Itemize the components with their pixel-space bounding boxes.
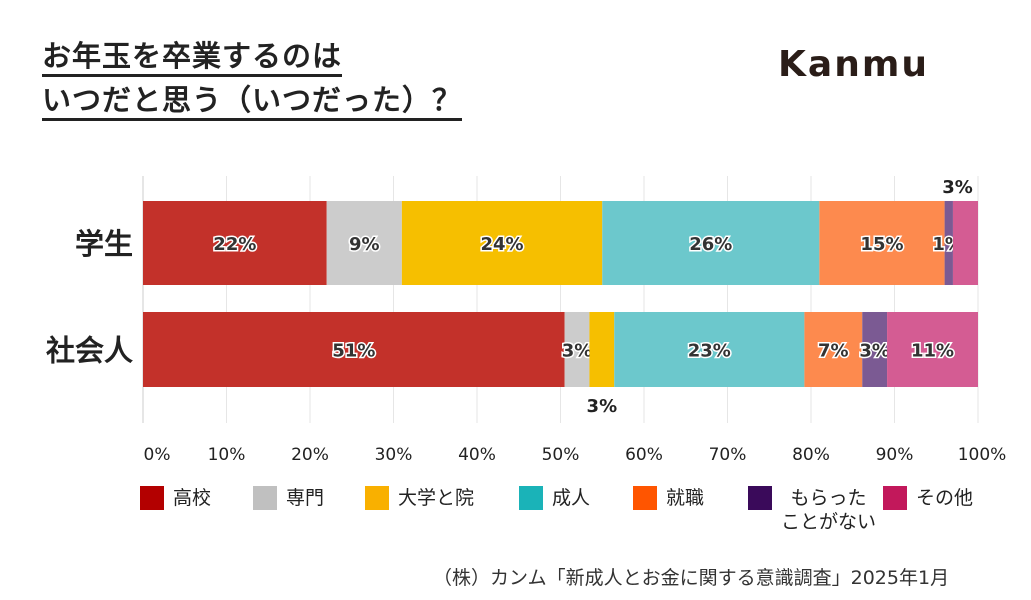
chart-title-line-2: いつだと思う（いつだった）？ <box>42 82 463 121</box>
data-label: 3% <box>942 177 973 198</box>
chart-title-line-1: お年玉を卒業するのは <box>42 38 343 77</box>
x-tick-label: 20% <box>291 445 329 465</box>
bar-segment <box>143 201 327 285</box>
data-label: 3% <box>562 341 593 362</box>
legend-label: 高校 <box>173 487 212 509</box>
legend-label: 専門 <box>286 487 325 509</box>
data-label: 24% <box>481 234 524 255</box>
bar-segment <box>589 312 615 387</box>
data-label: 15% <box>860 234 903 255</box>
bar-segment <box>614 312 805 387</box>
legend-swatch <box>253 486 277 510</box>
data-label: 23% <box>688 341 731 362</box>
x-tick-label: 40% <box>458 445 496 465</box>
legend-item: 専門 <box>253 486 324 510</box>
legend-swatch <box>883 486 907 510</box>
x-tick-label: 50% <box>542 445 580 465</box>
legend-label: もらった ことがない <box>781 487 877 533</box>
legend-item: 大学と院 <box>365 486 474 510</box>
bar-segment <box>862 312 888 387</box>
bar-segment <box>887 312 978 387</box>
legend-swatch <box>140 486 164 510</box>
bar-segment <box>952 201 978 285</box>
bar-segment <box>143 312 565 387</box>
data-label: 22% <box>213 234 256 255</box>
data-label: 11% <box>911 341 954 362</box>
legend-item: その他 <box>883 486 973 510</box>
x-tick-label: 90% <box>876 445 914 465</box>
legend-swatch <box>519 486 543 510</box>
bar-segment <box>564 312 590 387</box>
kanmu-logo: Kanmu <box>778 44 929 85</box>
bar-segment <box>326 201 402 285</box>
bar-segment <box>401 201 603 285</box>
legend-item: 高校 <box>140 486 211 510</box>
data-label: 51% <box>332 341 375 362</box>
legend-item: もらった ことがない <box>748 486 876 534</box>
bar-segment <box>602 201 820 285</box>
x-tick-label: 100% <box>958 445 1007 465</box>
legend-swatch <box>633 486 657 510</box>
legend-item: 就職 <box>633 486 704 510</box>
data-label: 9% <box>349 234 380 255</box>
bar-segment <box>944 201 953 285</box>
x-tick-label: 30% <box>375 445 413 465</box>
legend-swatch <box>748 486 772 510</box>
x-tick-label: 80% <box>792 445 830 465</box>
bar-segment <box>804 312 863 387</box>
bar-segment <box>819 201 945 285</box>
y-category-label: 学生 <box>75 227 133 261</box>
x-tick-label: 10% <box>208 445 246 465</box>
y-category-label: 社会人 <box>46 334 133 368</box>
legend-label: その他 <box>916 487 974 509</box>
x-tick-label: 70% <box>709 445 747 465</box>
legend-label: 就職 <box>666 487 705 509</box>
data-label: 7% <box>818 341 849 362</box>
data-label: 3% <box>587 396 618 417</box>
data-label: 26% <box>689 234 732 255</box>
legend-label: 大学と院 <box>398 487 475 509</box>
x-tick-label: 60% <box>625 445 663 465</box>
x-tick-label: 0% <box>144 445 171 465</box>
data-label: 3% <box>859 341 890 362</box>
legend-label: 成人 <box>552 487 591 509</box>
legend-swatch <box>365 486 389 510</box>
legend-item: 成人 <box>519 486 590 510</box>
source-note: （株）カンム「新成人とお金に関する意識調査」2025年1月 <box>433 567 950 589</box>
